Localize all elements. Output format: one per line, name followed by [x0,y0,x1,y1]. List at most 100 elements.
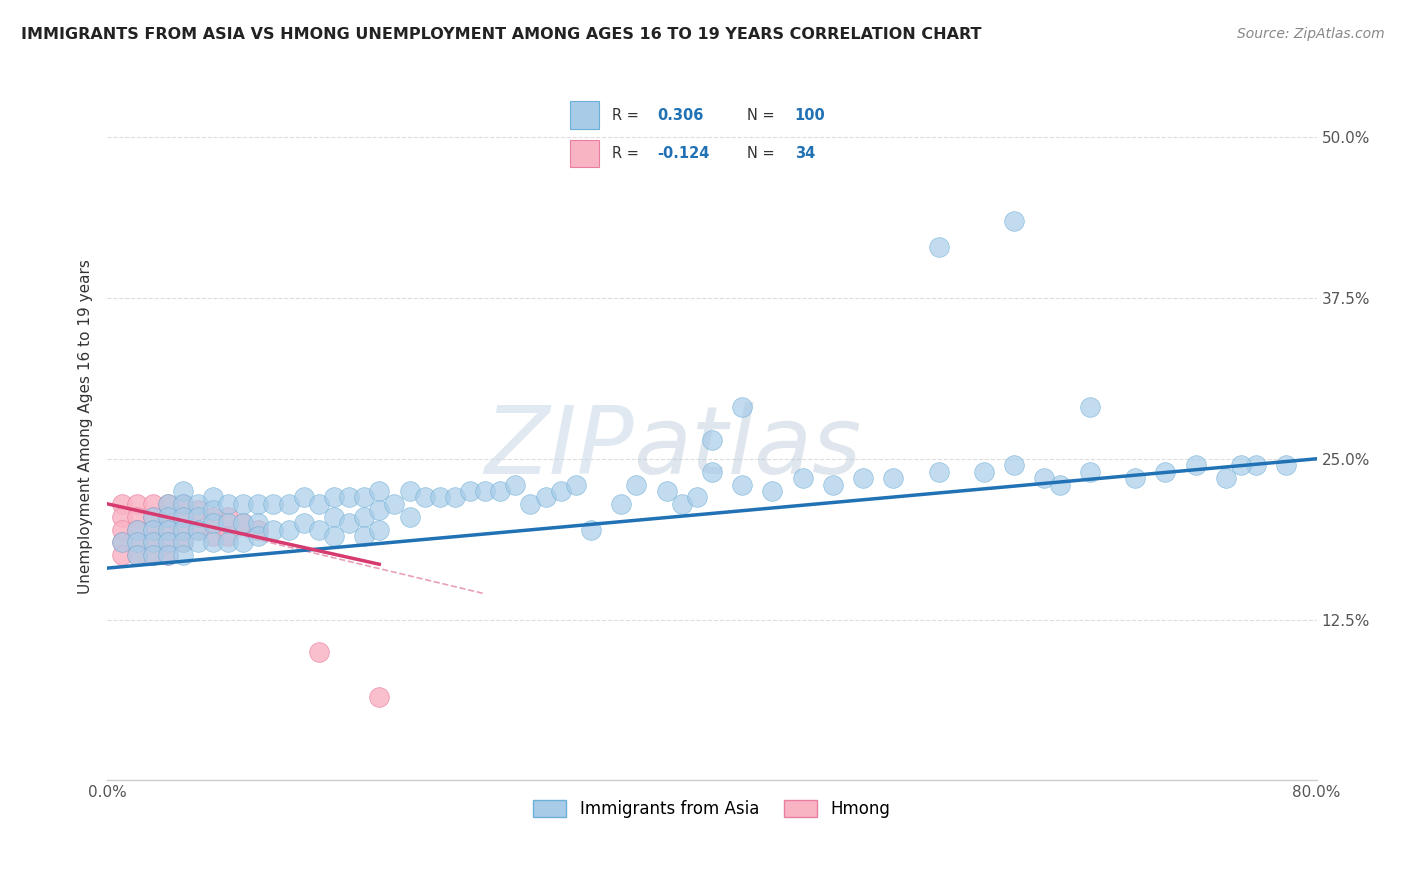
Point [201,535,224,549]
Point [156,509,179,524]
Point [141,509,163,524]
Y-axis label: Unemployment Among Ages 16 to 19 years: Unemployment Among Ages 16 to 19 years [79,260,93,594]
Point [172,535,194,549]
Point [156,523,179,537]
Point [686,491,709,505]
Point [821,477,844,491]
Point [458,483,481,498]
Point [232,516,254,530]
Point [368,523,391,537]
Text: IMMIGRANTS FROM ASIA VS HMONG UNEMPLOYMENT AMONG AGES 16 TO 19 YEARS CORRELATION: IMMIGRANTS FROM ASIA VS HMONG UNEMPLOYME… [21,27,981,42]
Point [928,239,950,253]
Point [172,497,194,511]
Point [429,491,451,505]
Point [1215,471,1237,485]
Point [852,471,875,485]
Point [172,523,194,537]
Point [217,529,239,543]
Point [308,497,330,511]
Point [127,523,149,537]
Point [550,483,572,498]
Point [111,497,134,511]
Text: Source: ZipAtlas.com: Source: ZipAtlas.com [1237,27,1385,41]
Point [111,535,134,549]
Point [141,548,163,562]
Point [156,535,179,549]
Point [217,516,239,530]
Point [111,535,134,549]
Point [111,509,134,524]
Legend: Immigrants from Asia, Hmong: Immigrants from Asia, Hmong [526,794,897,825]
Point [579,523,602,537]
Point [398,509,420,524]
Point [1230,458,1253,473]
Point [156,509,179,524]
Point [247,529,270,543]
Point [187,509,209,524]
Point [322,509,344,524]
Point [700,465,723,479]
Point [201,509,224,524]
Point [519,497,541,511]
Point [111,523,134,537]
Point [1078,401,1101,415]
Point [172,497,194,511]
Point [1184,458,1206,473]
Point [882,471,904,485]
Point [111,548,134,562]
Text: atlas: atlas [633,402,862,493]
Point [156,497,179,511]
Point [127,497,149,511]
Point [127,535,149,549]
Point [141,509,163,524]
Point [247,523,270,537]
Point [172,483,194,498]
Point [141,523,163,537]
Point [353,509,375,524]
Point [368,503,391,517]
Point [655,483,678,498]
Point [1033,471,1056,485]
Point [1154,465,1177,479]
Point [384,497,406,511]
Point [1078,465,1101,479]
Point [172,509,194,524]
Point [489,483,512,498]
Point [127,535,149,549]
Point [201,491,224,505]
Point [172,523,194,537]
Point [172,535,194,549]
Point [141,535,163,549]
Point [172,548,194,562]
Point [353,491,375,505]
Point [232,516,254,530]
Point [1275,458,1298,473]
Point [1002,214,1025,228]
Point [127,509,149,524]
Point [413,491,436,505]
Point [127,548,149,562]
Point [127,548,149,562]
Point [187,523,209,537]
Point [187,503,209,517]
Point [308,645,330,659]
Point [337,491,360,505]
Point [277,523,299,537]
Point [368,483,391,498]
Point [141,523,163,537]
Text: ZIP: ZIP [484,402,633,493]
Point [201,529,224,543]
Point [247,497,270,511]
Point [292,491,315,505]
Point [308,523,330,537]
Point [156,548,179,562]
Point [353,529,375,543]
Point [156,548,179,562]
Point [232,535,254,549]
Point [322,491,344,505]
Point [201,516,224,530]
Point [156,497,179,511]
Point [277,497,299,511]
Point [505,477,527,491]
Point [201,503,224,517]
